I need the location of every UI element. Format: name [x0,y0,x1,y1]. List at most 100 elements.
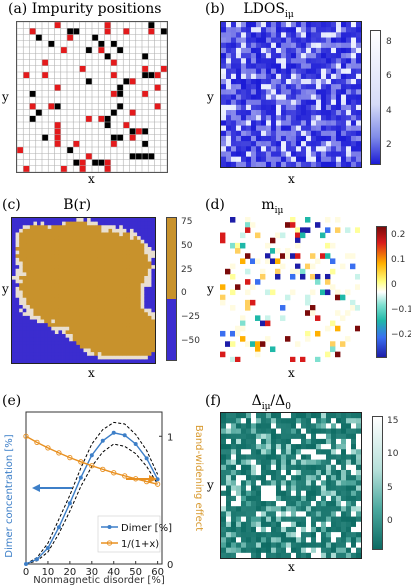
b-field-cell [115,257,120,262]
b-field-cell [104,323,109,328]
b-field-cell [140,243,145,248]
x-tick-label: 20 [64,567,77,578]
b-field-cell [69,221,74,226]
panel-f-title: (f) Δiμ/Δ0 [205,393,291,412]
ldos-cell [321,22,327,28]
b-field-cell [126,301,131,306]
b-field-cell [112,257,117,262]
gap-cell [251,495,257,502]
b-field-cell [19,323,24,328]
b-field-cell [72,228,77,233]
ldos-cell [281,22,287,28]
b-field-cell [126,265,131,270]
gap-cell [286,423,292,429]
b-field-cell [15,232,20,237]
gap-cell [311,506,317,512]
gap-cell [261,480,267,486]
magnetization-cell [355,227,361,233]
gap-cell [236,521,242,528]
b-field-cell [104,272,109,277]
gap-cell [301,469,307,476]
magnetization-cell [290,273,296,280]
ldos-cell [256,58,262,64]
b-field-cell [94,312,99,317]
ldos-cell [231,84,237,90]
b-field-cell [151,250,155,255]
b-field-cell [44,359,49,363]
b-field-cell [137,286,142,291]
b-field-cell [58,290,63,295]
ldos-cell [276,104,282,111]
b-field-cell [87,352,92,357]
b-field-cell [97,236,102,241]
b-field-cell [140,348,145,353]
magnetization-cell [275,248,281,254]
red-impurity-cell [104,22,111,29]
gap-cell [291,438,297,445]
gap-cell [276,475,282,481]
ldos-cell [301,110,307,116]
b-field-cell [137,257,142,262]
b-field-cell [112,225,117,230]
b-field-cell [147,247,152,252]
magnetization-cell [285,336,291,342]
ldos-cell [336,161,342,167]
gap-cell [251,485,257,492]
b-field-cell [26,228,31,233]
b-field-cell [40,305,45,310]
b-field-cell [108,341,113,346]
b-field-cell [119,254,124,259]
ldos-cell [256,99,262,106]
ldos-cell [266,84,272,90]
ldos-cell [226,120,232,126]
b-field-cell [90,225,95,230]
gap-cell [331,469,337,476]
b-field-cell [94,225,99,230]
b-field-cell [26,261,31,266]
gap-cell [306,469,312,476]
gap-cell [351,537,357,543]
magnetization-cell [330,284,336,290]
b-field-cell [47,276,52,281]
b-field-cell [62,243,67,248]
gap-cell [331,526,337,533]
gap-cell [231,449,237,455]
gap-cell [311,475,317,481]
magnetization-cell [335,310,341,316]
legend: Dimer [%]1/(1+x) [97,515,172,553]
panel-f-title-sub: iμ [261,401,271,412]
gap-cell [331,454,337,461]
magnetization-cell [285,253,291,259]
ldos-cell [311,53,317,59]
b-field-cell [72,279,77,284]
b-field-cell [44,239,49,244]
b-field-cell [29,279,34,284]
b-field-cell [108,225,113,230]
b-field-cell [54,283,59,288]
gap-cell [301,526,307,533]
gap-cell [286,485,292,492]
b-field-cell [58,301,63,306]
magnetization-cell [230,217,236,223]
b-field-cell [19,276,24,281]
b-field-cell [44,355,49,360]
b-field-cell [108,290,113,295]
b-field-cell [97,352,102,357]
ldos-cell [236,42,242,49]
b-field-cell [147,272,152,277]
ldos-cell [291,78,297,85]
b-field-cell [72,341,77,346]
b-field-cell [37,268,41,273]
ldos-cell [291,146,297,152]
gap-cell [301,464,307,471]
b-field-cell [122,341,127,346]
b-field-cell [47,232,52,237]
ldos-cell [326,78,332,85]
b-field-cell [115,236,120,241]
gap-cell [336,433,342,440]
b-field-cell [144,344,149,349]
b-field-cell [26,301,31,306]
b-field-cell [29,330,34,335]
gap-cell [281,464,287,471]
b-field-cell [144,355,149,360]
